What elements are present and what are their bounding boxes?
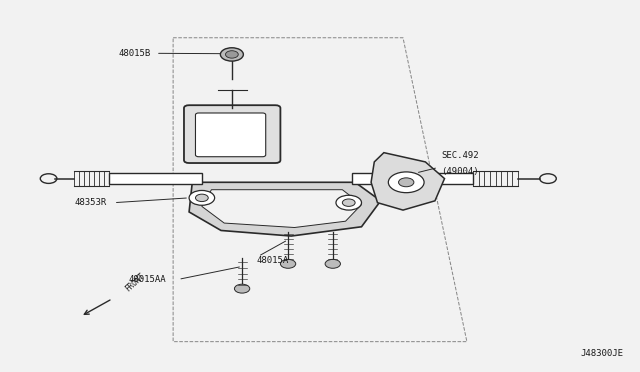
- Text: J48300JE: J48300JE: [580, 349, 623, 358]
- Circle shape: [325, 259, 340, 268]
- Text: (49004): (49004): [442, 167, 479, 176]
- Polygon shape: [202, 190, 362, 228]
- Circle shape: [225, 51, 238, 58]
- Circle shape: [195, 194, 208, 202]
- Text: 48015A: 48015A: [256, 256, 289, 265]
- Text: FRONT: FRONT: [124, 271, 147, 294]
- FancyBboxPatch shape: [195, 113, 266, 157]
- FancyBboxPatch shape: [184, 105, 280, 163]
- Text: 48015AA: 48015AA: [129, 275, 166, 284]
- Polygon shape: [109, 173, 202, 184]
- Text: 48353R: 48353R: [74, 198, 106, 207]
- Circle shape: [220, 48, 243, 61]
- Polygon shape: [352, 173, 473, 184]
- Circle shape: [234, 284, 250, 293]
- Circle shape: [280, 259, 296, 268]
- Polygon shape: [189, 182, 381, 236]
- Circle shape: [388, 172, 424, 193]
- Circle shape: [399, 178, 414, 187]
- Text: 48015B: 48015B: [119, 49, 151, 58]
- Circle shape: [189, 190, 214, 205]
- Circle shape: [336, 195, 362, 210]
- Polygon shape: [371, 153, 445, 210]
- Text: SEC.492: SEC.492: [442, 151, 479, 160]
- Circle shape: [342, 199, 355, 206]
